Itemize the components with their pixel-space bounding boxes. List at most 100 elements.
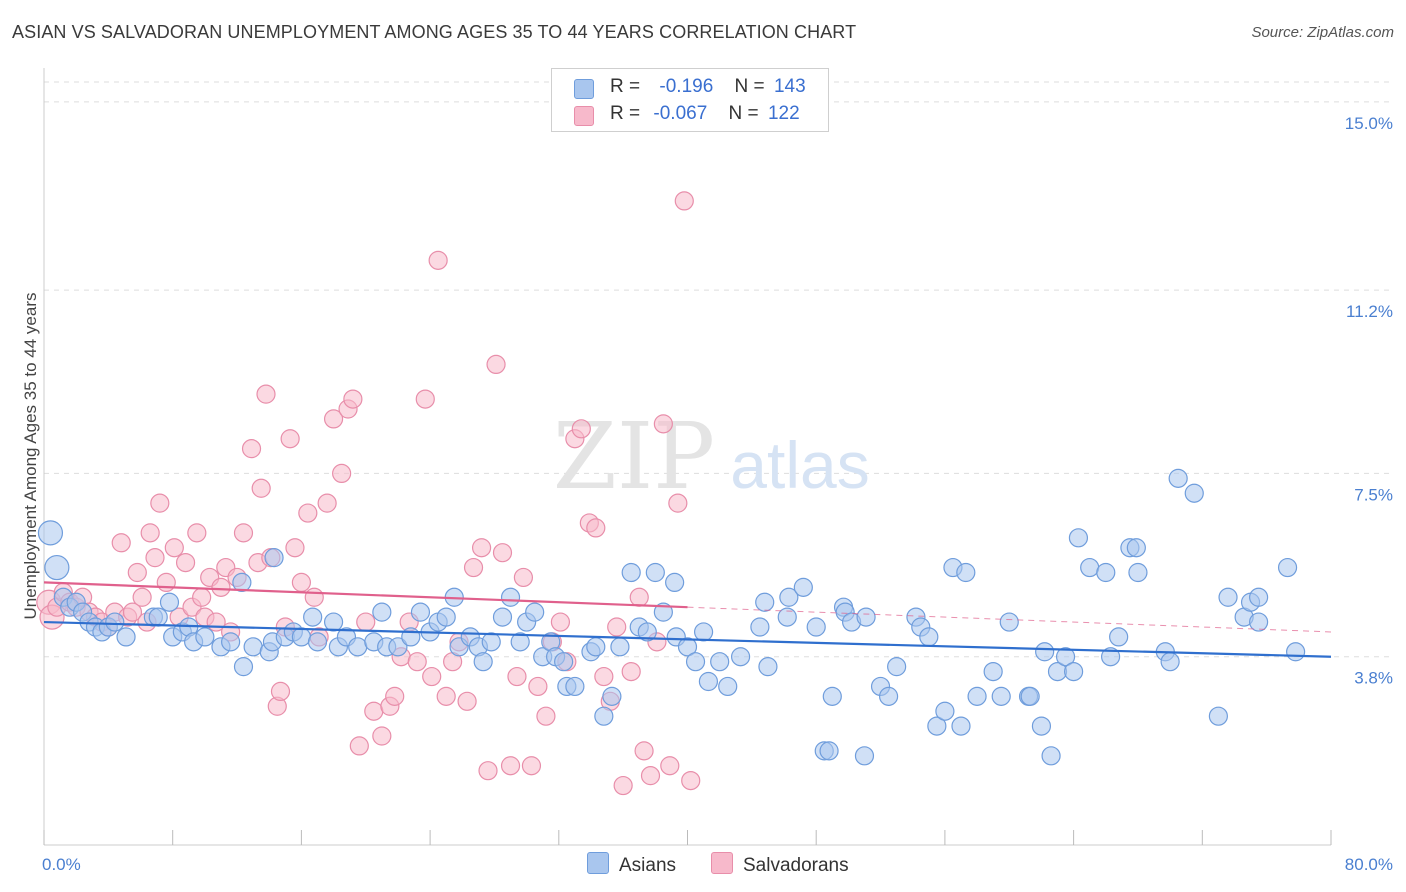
y-tick-label: 11.2%: [1346, 302, 1393, 321]
salvadorans-trend-extension: [687, 606, 1332, 633]
asian-point: [718, 676, 738, 697]
asian-point: [1277, 557, 1298, 578]
asian-point: [956, 562, 976, 583]
asian-point: [436, 607, 456, 627]
salvadoran-point: [407, 652, 427, 672]
asian-point: [653, 602, 673, 622]
source-label: Source: ZipAtlas.com: [1251, 24, 1394, 41]
asian-point: [303, 607, 323, 627]
salvadoran-point: [145, 548, 165, 568]
salvadoran-point: [241, 439, 262, 459]
asian-point: [1096, 562, 1116, 583]
asian-point: [195, 627, 215, 647]
asian-point: [750, 617, 770, 637]
asians-points: [37, 468, 1306, 766]
salvadoran-point: [132, 587, 152, 607]
salvadoran-point: [428, 250, 448, 270]
asian-point: [1184, 483, 1204, 503]
salvadorans-n-value: 122: [767, 103, 800, 124]
salvadoran-point: [629, 587, 649, 607]
asian-point: [698, 671, 719, 692]
asians-n-value: 143: [773, 76, 806, 97]
asian-point: [1249, 587, 1269, 607]
salvadoran-point: [156, 572, 176, 593]
asians-r-value: -0.196: [659, 76, 714, 97]
salvadoran-point: [317, 493, 337, 513]
salvadoran-point: [660, 756, 680, 776]
salvadoran-point: [122, 602, 143, 622]
salvadoran-point: [607, 617, 627, 637]
asian-point: [1068, 528, 1089, 548]
asian-point: [710, 652, 730, 672]
asian-point: [221, 632, 241, 652]
salvadoran-point: [150, 493, 170, 513]
salvadoran-point: [621, 661, 641, 682]
salvadoran-point: [422, 666, 442, 687]
salvadoran-point: [457, 691, 477, 711]
salvadoran-point: [304, 587, 324, 607]
salvadoran-point: [364, 701, 384, 721]
asian-point: [1055, 647, 1076, 667]
watermark-zip: ZIP: [553, 403, 715, 510]
salvadoran-point: [323, 409, 344, 429]
salvadoran-point: [436, 686, 456, 706]
y-tick-label: 3.8%: [1354, 669, 1393, 688]
asian-point: [233, 657, 254, 677]
asian-point: [1080, 557, 1100, 578]
asian-point: [854, 746, 875, 766]
asian-point: [665, 572, 685, 593]
salvadoran-point: [586, 518, 606, 538]
salvadorans-swatch: [574, 106, 594, 126]
salvadoran-point: [372, 726, 392, 746]
asian-point: [159, 592, 180, 612]
asian-point: [685, 652, 706, 672]
salvadorans-r-label: R =: [610, 103, 641, 124]
salvadoran-point: [486, 354, 506, 375]
asian-point: [1041, 746, 1061, 766]
asians-n-label: N =: [734, 76, 765, 97]
asian-point: [755, 592, 775, 612]
asian-point: [1020, 686, 1040, 706]
salvadoran-point: [127, 562, 147, 583]
asian-point: [401, 627, 421, 647]
grid: [44, 81, 1392, 658]
salvadoran-point: [521, 756, 542, 776]
asian-point: [645, 562, 665, 583]
asian-point: [856, 607, 876, 627]
asian-point: [1101, 647, 1121, 667]
asian-point: [1218, 587, 1238, 607]
salvadoran-point: [634, 741, 654, 761]
salvadorans-r-value: -0.067: [653, 103, 708, 124]
salvadoran-point: [211, 577, 231, 597]
salvadoran-point: [270, 681, 291, 702]
asians-trend-line: [43, 620, 1332, 658]
asian-point: [1249, 612, 1269, 632]
asian-point: [806, 617, 826, 637]
salvadoran-point: [681, 770, 701, 791]
salvadoran-point: [192, 587, 212, 607]
asian-point: [291, 627, 311, 647]
bottom-asians-label: Asians: [619, 855, 677, 876]
salvadoran-point: [536, 706, 556, 726]
salvadoran-point: [507, 666, 527, 687]
asian-point: [1208, 706, 1228, 726]
salvadoran-point: [640, 766, 661, 786]
asian-point: [1063, 661, 1084, 682]
salvadoran-point: [332, 463, 352, 484]
asian-point: [388, 637, 408, 657]
asian-point: [777, 607, 797, 627]
asian-point: [232, 572, 252, 593]
salvadoran-point: [571, 419, 591, 439]
salvadoran-point: [164, 538, 184, 558]
salvadoran-point: [613, 775, 633, 796]
asian-point: [116, 627, 136, 647]
bottom-asians-swatch: [587, 852, 609, 874]
salvadoran-point: [513, 567, 534, 588]
salvadorans-n-label: N =: [728, 103, 759, 124]
asian-point: [323, 612, 344, 632]
asian-point: [492, 607, 513, 627]
salvadoran-point: [500, 756, 521, 776]
asian-point: [473, 652, 493, 672]
y-tick-label: 15.0%: [1345, 114, 1393, 133]
